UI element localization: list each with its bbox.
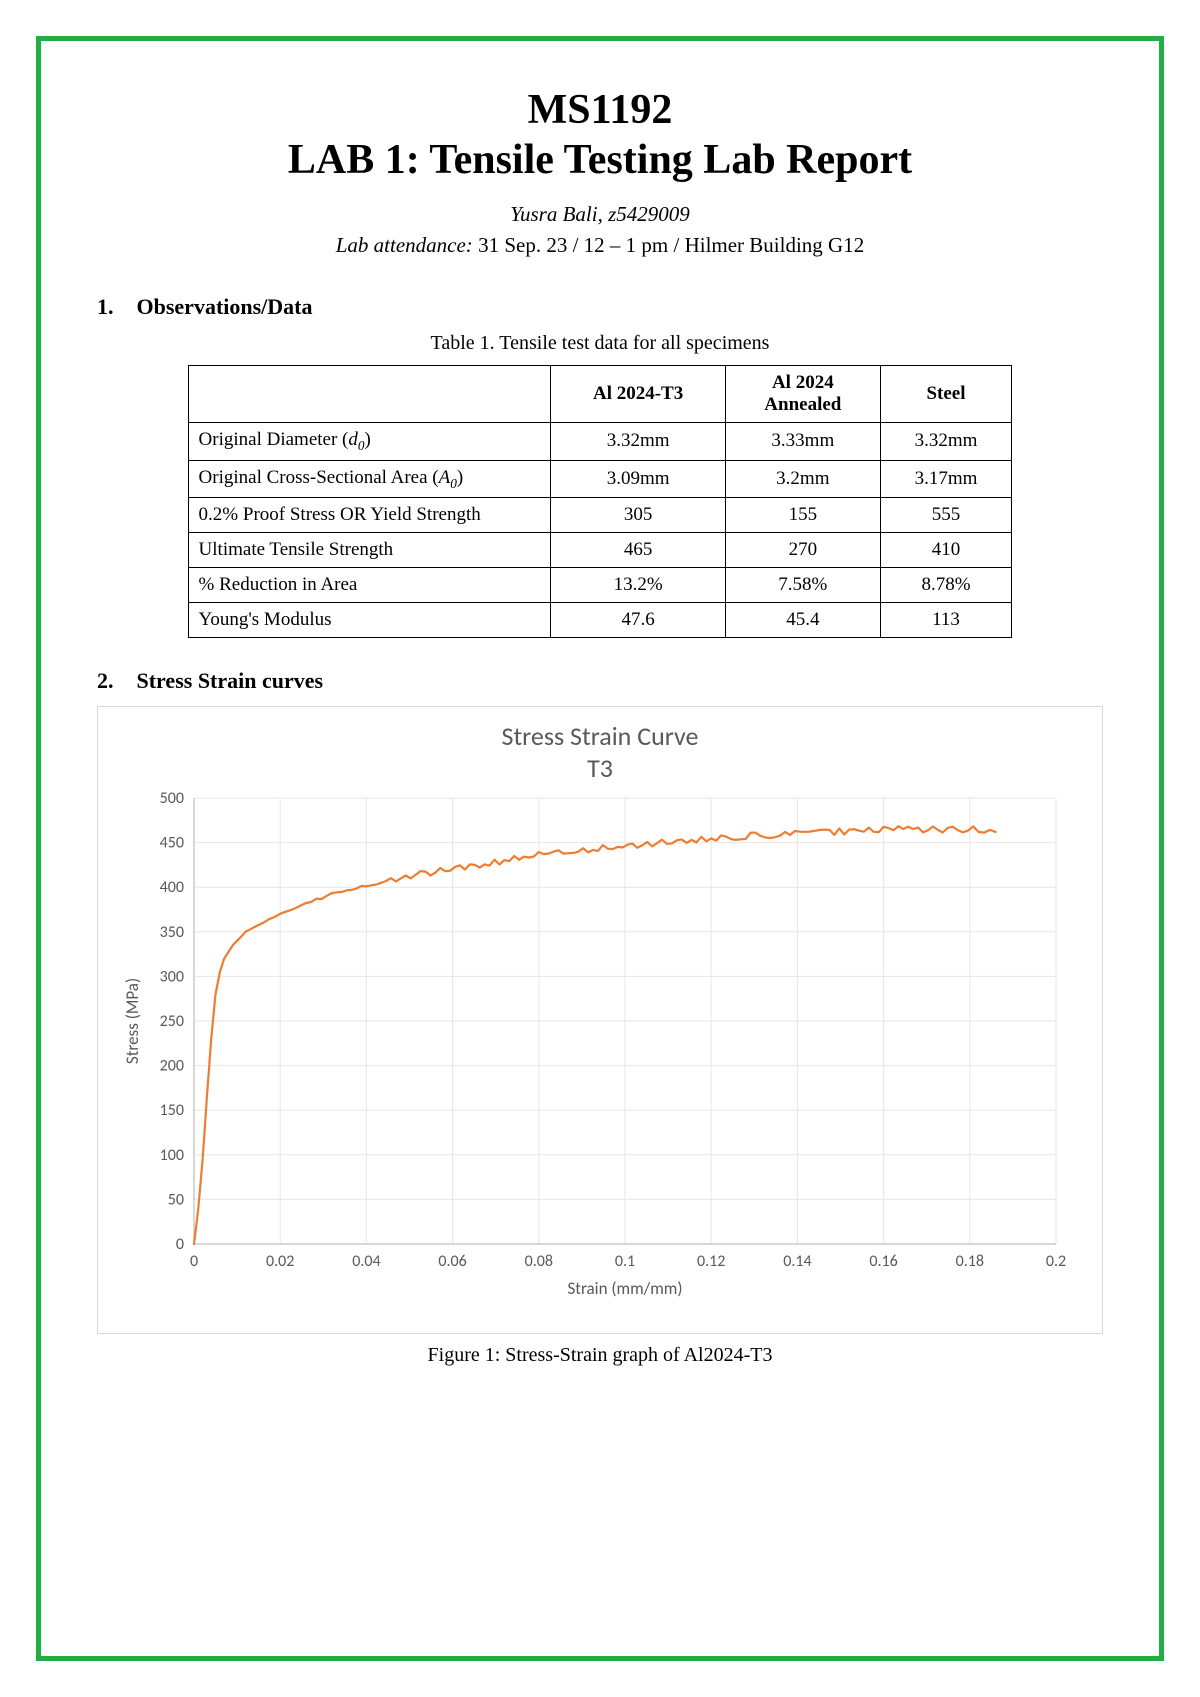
table-cell: 3.2mm (726, 460, 880, 498)
svg-text:500: 500 (160, 789, 184, 808)
svg-text:0.1: 0.1 (615, 1252, 635, 1271)
table-cell: 410 (880, 533, 1012, 568)
svg-text:100: 100 (160, 1146, 184, 1165)
table-row: Ultimate Tensile Strength465270410 (188, 533, 1012, 568)
section-2-title: Stress Strain curves (137, 668, 324, 693)
table-cell: 3.33mm (726, 422, 880, 460)
svg-text:0.04: 0.04 (352, 1252, 380, 1271)
course-code: MS1192 (97, 85, 1103, 135)
svg-text:50: 50 (168, 1190, 184, 1209)
table-cell: 7.58% (726, 568, 880, 603)
attendance-label: Lab attendance: (336, 233, 473, 257)
table-row: Young's Modulus47.645.4113 (188, 603, 1012, 638)
svg-text:450: 450 (160, 833, 184, 852)
table-cell: 13.2% (551, 568, 726, 603)
table-body: Original Diameter (d0)3.32mm3.33mm3.32mm… (188, 422, 1012, 638)
attendance-value: 31 Sep. 23 / 12 – 1 pm / Hilmer Building… (473, 233, 864, 257)
table-cell: 3.32mm (551, 422, 726, 460)
table-cell: 270 (726, 533, 880, 568)
svg-text:0.08: 0.08 (525, 1252, 553, 1271)
stress-strain-chart: 0 0.02 0.04 0.06 0.08 0.1 0.12 0.14 0.16 0.18 0.2 0… (116, 788, 1076, 1308)
data-table: Al 2024-T3Al 2024AnnealedSteel Original … (188, 365, 1013, 639)
svg-text:0.06: 0.06 (438, 1252, 466, 1271)
section-2-number: 2. (97, 668, 131, 694)
svg-text:0: 0 (190, 1252, 198, 1271)
svg-text:0: 0 (176, 1235, 184, 1254)
page: MS1192 LAB 1: Tensile Testing Lab Report… (0, 0, 1200, 1697)
section-1-title: Observations/Data (137, 294, 313, 319)
section-1-heading: 1. Observations/Data (97, 294, 1103, 320)
table-1-caption: Table 1. Tensile test data for all speci… (97, 332, 1103, 355)
svg-text:0.12: 0.12 (697, 1252, 725, 1271)
table-header-cell (188, 365, 551, 422)
svg-text:0.14: 0.14 (783, 1252, 811, 1271)
table-cell: 45.4 (726, 603, 880, 638)
table-cell: 305 (551, 498, 726, 533)
svg-text:0.02: 0.02 (266, 1252, 294, 1271)
row-label: Original Cross-Sectional Area (A0) (188, 460, 551, 498)
author-line: Yusra Bali, z5429009 (97, 202, 1103, 227)
table-row: % Reduction in Area13.2%7.58%8.78% (188, 568, 1012, 603)
table-cell: 3.32mm (880, 422, 1012, 460)
table-row: Original Diameter (d0)3.32mm3.33mm3.32mm (188, 422, 1012, 460)
row-label: Original Diameter (d0) (188, 422, 551, 460)
chart-title-line2: T3 (116, 753, 1084, 784)
row-label: % Reduction in Area (188, 568, 551, 603)
table-header-cell: Steel (880, 365, 1012, 422)
chart-container: Stress Strain Curve T3 0 0.02 0.04 0.06 0.08… (97, 706, 1103, 1333)
table-cell: 8.78% (880, 568, 1012, 603)
svg-text:0.16: 0.16 (869, 1252, 897, 1271)
row-label: Ultimate Tensile Strength (188, 533, 551, 568)
svg-text:Strain (mm/mm): Strain (mm/mm) (567, 1278, 682, 1299)
table-cell: 555 (880, 498, 1012, 533)
table-cell: 465 (551, 533, 726, 568)
svg-text:200: 200 (160, 1056, 184, 1075)
lab-title: LAB 1: Tensile Testing Lab Report (97, 135, 1103, 185)
svg-text:300: 300 (160, 967, 184, 986)
table-head: Al 2024-T3Al 2024AnnealedSteel (188, 365, 1012, 422)
section-2-heading: 2. Stress Strain curves (97, 668, 1103, 694)
svg-text:350: 350 (160, 923, 184, 942)
svg-text:250: 250 (160, 1012, 184, 1031)
table-header-cell: Al 2024Annealed (726, 365, 880, 422)
row-label: 0.2% Proof Stress OR Yield Strength (188, 498, 551, 533)
table-cell: 3.17mm (880, 460, 1012, 498)
table-cell: 3.09mm (551, 460, 726, 498)
row-label: Young's Modulus (188, 603, 551, 638)
svg-text:150: 150 (160, 1101, 184, 1120)
chart-title-line1: Stress Strain Curve (116, 721, 1084, 752)
svg-text:0.18: 0.18 (956, 1252, 984, 1271)
table-cell: 47.6 (551, 603, 726, 638)
table-cell: 113 (880, 603, 1012, 638)
figure-1-caption: Figure 1: Stress-Strain graph of Al2024-… (97, 1344, 1103, 1367)
table-row: Original Cross-Sectional Area (A0)3.09mm… (188, 460, 1012, 498)
svg-text:0.2: 0.2 (1046, 1252, 1066, 1271)
section-1-number: 1. (97, 294, 131, 320)
svg-text:Stress (MPa): Stress (MPa) (122, 978, 143, 1064)
green-frame: MS1192 LAB 1: Tensile Testing Lab Report… (36, 36, 1164, 1661)
table-cell: 155 (726, 498, 880, 533)
title-block: MS1192 LAB 1: Tensile Testing Lab Report… (97, 85, 1103, 258)
svg-text:400: 400 (160, 878, 184, 897)
table-header-cell: Al 2024-T3 (551, 365, 726, 422)
attendance-line: Lab attendance: 31 Sep. 23 / 12 – 1 pm /… (97, 233, 1103, 258)
chart-title: Stress Strain Curve T3 (116, 721, 1084, 783)
table-row: 0.2% Proof Stress OR Yield Strength30515… (188, 498, 1012, 533)
